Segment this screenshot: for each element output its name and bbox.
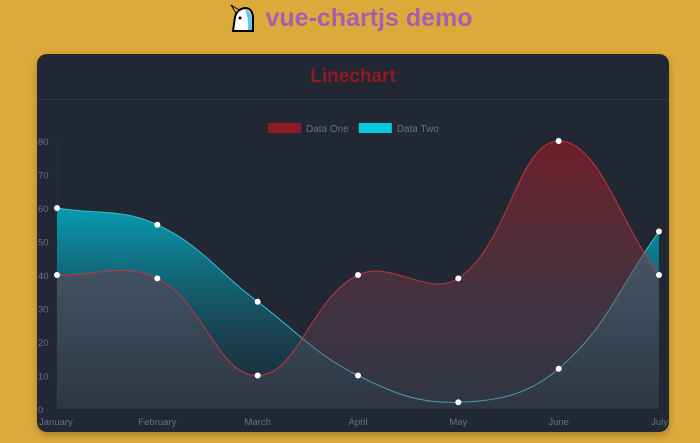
data-point: [455, 275, 462, 282]
chart-card: Linechart Data One Data Two 0 10 20 30 40 50 60…: [37, 54, 669, 432]
x-tick-label: March: [244, 417, 270, 428]
x-tick-label: April: [348, 417, 367, 428]
app-title: vue-chartjs demo: [265, 3, 473, 32]
data-point: [656, 228, 662, 235]
y-tick-label: 30: [38, 305, 49, 316]
legend-label: Data Two: [397, 124, 439, 135]
x-tick-label: January: [39, 417, 73, 428]
legend-swatch: [358, 123, 392, 133]
legend-swatch: [268, 123, 301, 133]
data-point: [355, 372, 361, 379]
x-tick-label: July: [651, 417, 668, 428]
data-point: [455, 399, 462, 406]
data-point: [154, 275, 161, 282]
y-tick-label: 40: [38, 271, 49, 282]
x-tick-label: June: [548, 417, 569, 428]
series-area-1: [57, 140, 659, 409]
y-tick-label: 20: [38, 338, 49, 349]
y-tick-label: 70: [38, 171, 49, 182]
y-tick-label: 60: [38, 204, 49, 215]
y-tick-label: 80: [38, 137, 49, 148]
unicorn-icon: [231, 4, 255, 32]
chart-title: Linechart: [310, 66, 396, 87]
data-point: [355, 272, 361, 278]
data-point: [656, 272, 662, 278]
page-header: vue-chartjs demo: [0, 3, 700, 35]
data-point: [254, 372, 261, 379]
data-point: [54, 205, 60, 211]
data-point: [555, 138, 562, 144]
data-point: [54, 272, 60, 278]
header-divider: [37, 99, 669, 100]
legend-label: Data One: [306, 124, 349, 135]
y-tick-label: 50: [38, 238, 49, 249]
x-tick-label: May: [449, 417, 467, 428]
y-tick-label: 10: [38, 372, 49, 383]
data-point: [254, 298, 261, 305]
x-tick-label: February: [138, 417, 176, 428]
data-point: [154, 221, 161, 228]
line-chart: Data One Data Two 0 10 20 30 40 50 60 70 80 Janua…: [38, 123, 668, 428]
data-point: [555, 365, 562, 372]
y-tick-label: 0: [38, 405, 43, 416]
